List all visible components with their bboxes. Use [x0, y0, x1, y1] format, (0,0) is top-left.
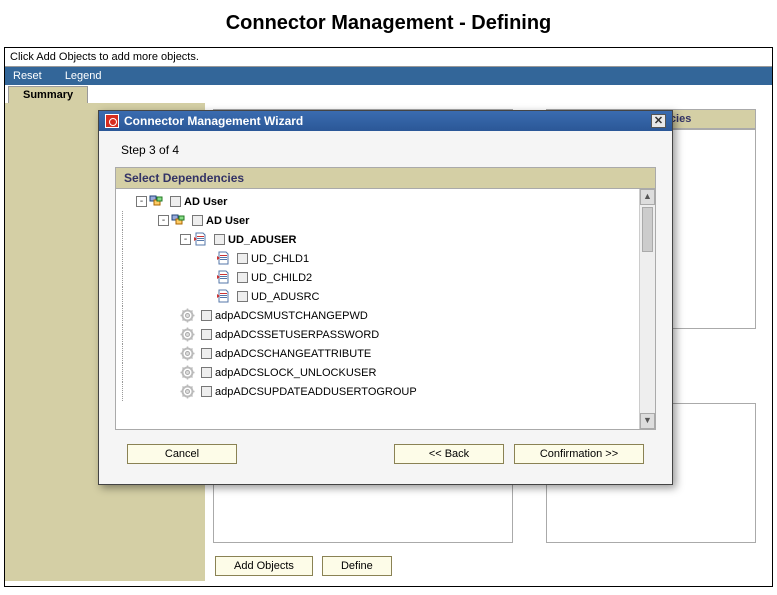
back-button[interactable]: << Back — [394, 444, 504, 464]
collapse-icon[interactable]: - — [180, 234, 191, 245]
doc-icon — [216, 251, 231, 266]
scrollbar[interactable]: ▲ ▼ — [639, 189, 655, 429]
tree-node-label: adpADCSCHANGEATTRIBUTE — [215, 348, 371, 360]
tree-node-label: AD User — [206, 215, 249, 227]
gear-icon — [180, 327, 195, 342]
close-icon[interactable]: ✕ — [651, 114, 666, 128]
tree-node[interactable]: UD_CHILD2 — [116, 268, 655, 287]
checkbox[interactable] — [201, 367, 212, 378]
modal-footer: Cancel << Back Confirmation >> — [115, 430, 656, 470]
checkbox[interactable] — [201, 310, 212, 321]
checkbox[interactable] — [170, 196, 181, 207]
tree-node-label: UD_ADUSER — [228, 234, 296, 246]
tree-node-label: adpADCSUPDATEADDUSERTOGROUP — [215, 386, 417, 398]
doc-icon — [216, 270, 231, 285]
cancel-button[interactable]: Cancel — [127, 444, 237, 464]
tab-summary[interactable]: Summary — [8, 86, 88, 103]
menu-bar: Reset Legend — [5, 67, 772, 85]
checkbox[interactable] — [237, 291, 248, 302]
step-label: Step 3 of 4 — [121, 143, 656, 157]
scroll-thumb[interactable] — [642, 207, 653, 252]
group-icon — [149, 194, 164, 209]
confirmation-button[interactable]: Confirmation >> — [514, 444, 644, 464]
modal-body: Step 3 of 4 Select Dependencies - AD User… — [99, 131, 672, 484]
scroll-down-icon[interactable]: ▼ — [640, 413, 655, 429]
tree-node[interactable]: adpADCSCHANGEATTRIBUTE — [116, 344, 655, 363]
define-button[interactable]: Define — [322, 556, 392, 576]
tree-node[interactable]: adpADCSSETUSERPASSWORD — [116, 325, 655, 344]
tree-node-label: adpADCSLOCK_UNLOCKUSER — [215, 367, 376, 379]
tree-node-label: AD User — [184, 196, 227, 208]
tree-node[interactable]: adpADCSLOCK_UNLOCKUSER — [116, 363, 655, 382]
tree-node[interactable]: - UD_ADUSER — [116, 230, 655, 249]
gear-icon — [180, 384, 195, 399]
tree-node-label: UD_CHLD1 — [251, 253, 309, 265]
checkbox[interactable] — [201, 329, 212, 340]
add-objects-button[interactable]: Add Objects — [215, 556, 313, 576]
menu-legend[interactable]: Legend — [65, 70, 102, 82]
tree-node[interactable]: - AD User — [116, 211, 655, 230]
checkbox[interactable] — [192, 215, 203, 226]
checkbox[interactable] — [214, 234, 225, 245]
collapse-icon[interactable]: - — [158, 215, 169, 226]
dependencies-frame: Select Dependencies - AD User - AD User - UD_… — [115, 167, 656, 430]
tree-node[interactable]: UD_CHLD1 — [116, 249, 655, 268]
dependency-tree[interactable]: - AD User - AD User - UD_ADUSER UD_CHLD1 UD_CHI… — [116, 189, 655, 429]
gear-icon — [180, 346, 195, 361]
checkbox[interactable] — [201, 386, 212, 397]
tree-node[interactable]: UD_ADUSRC — [116, 287, 655, 306]
checkbox[interactable] — [237, 253, 248, 264]
checkbox[interactable] — [201, 348, 212, 359]
tree-node[interactable]: adpADCSUPDATEADDUSERTOGROUP — [116, 382, 655, 401]
tree-node-label: adpADCSMUSTCHANGEPWD — [215, 310, 368, 322]
group-icon — [171, 213, 186, 228]
page-title: Connector Management - Defining — [0, 0, 777, 47]
tree-wrap: - AD User - AD User - UD_ADUSER UD_CHLD1 UD_CHI… — [116, 189, 655, 429]
doc-icon — [216, 289, 231, 304]
checkbox[interactable] — [237, 272, 248, 283]
scroll-up-icon[interactable]: ▲ — [640, 189, 655, 205]
tree-node-label: UD_ADUSRC — [251, 291, 319, 303]
gear-icon — [180, 365, 195, 380]
oracle-icon — [105, 114, 119, 128]
modal-title: Connector Management Wizard — [124, 114, 303, 128]
collapse-icon[interactable]: - — [136, 196, 147, 207]
dependencies-header: Select Dependencies — [116, 168, 655, 189]
tree-node[interactable]: - AD User — [116, 192, 655, 211]
tree-node-label: UD_CHILD2 — [251, 272, 312, 284]
wizard-modal: Connector Management Wizard ✕ Step 3 of … — [98, 110, 673, 485]
modal-titlebar[interactable]: Connector Management Wizard ✕ — [99, 111, 672, 131]
menu-reset[interactable]: Reset — [13, 70, 42, 82]
doc-icon — [193, 232, 208, 247]
gear-icon — [180, 308, 195, 323]
tree-node[interactable]: adpADCSMUSTCHANGEPWD — [116, 306, 655, 325]
hint-text: Click Add Objects to add more objects. — [5, 48, 772, 67]
tree-node-label: adpADCSSETUSERPASSWORD — [215, 329, 379, 341]
bottom-buttons: Add Objects Define — [215, 556, 398, 576]
